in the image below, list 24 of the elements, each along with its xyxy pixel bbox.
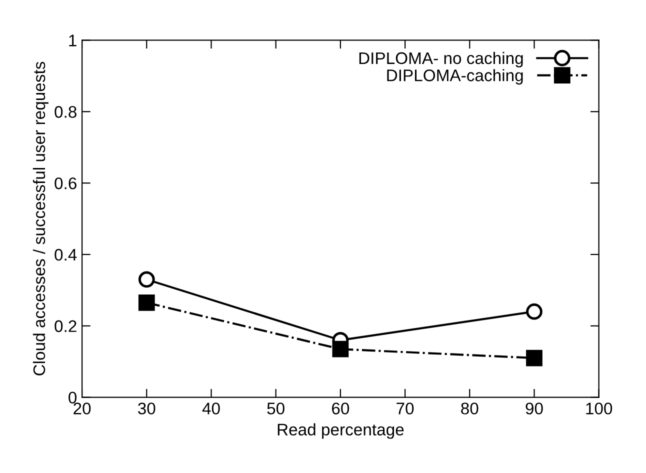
point [332,340,349,358]
x-tick-label: 70 [396,402,414,414]
point [138,294,155,311]
y-tick-label: 0 [68,392,77,404]
y-tick-label: 0.4 [54,248,77,261]
y-axis-title: Cloud accesses / successful user requests [32,62,48,376]
x-tick-label: 20 [74,402,91,414]
y-tick-label: 0.8 [54,106,76,118]
point [526,303,542,320]
legend-label: DIPLOMA- no caching [359,52,523,68]
x-tick-label: 40 [202,402,220,414]
legend-label: DIPLOMA-caching [387,69,523,85]
x-axis-title: Read percentage [278,423,404,439]
point [526,350,542,366]
x-tick-label: 30 [138,402,156,414]
x-tick-label: 60 [332,402,350,414]
x-tick-label: 100 [586,402,612,414]
x-tick-label: 50 [267,402,284,414]
x-tick-label: 80 [461,402,478,414]
y-tick-label: 0.2 [54,320,76,332]
point [138,271,155,288]
y-tick-label: 0.6 [54,177,76,190]
x-tick-label: 90 [526,402,543,414]
y-tick-label: 1 [69,34,76,46]
